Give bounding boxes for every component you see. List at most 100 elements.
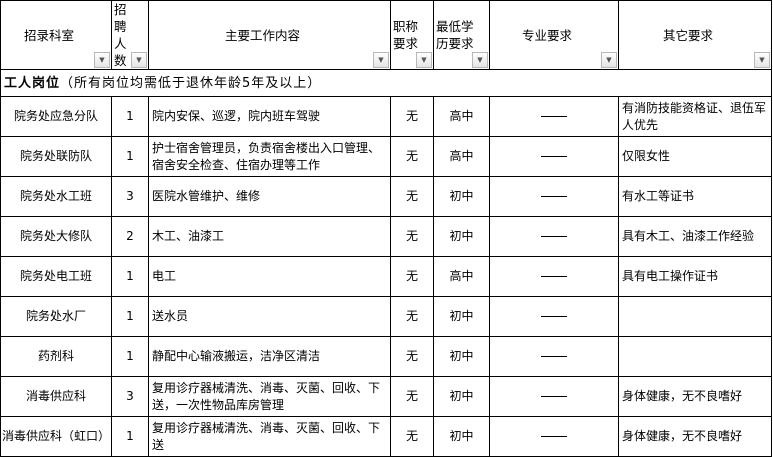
filter-dropdown-icon[interactable]: ▼ [754,52,770,68]
cell-dept: 药剂科 [0,336,112,377]
filter-dropdown-icon[interactable]: ▼ [94,52,110,68]
dash-mark [541,396,567,397]
dash-mark [541,436,567,437]
cell-count: 1 [111,136,149,177]
cell-title: 无 [390,296,434,337]
cell-dept: 院务处联防队 [0,136,112,177]
cell-content: 医院水管维护、维修 [148,176,391,217]
header-other: 其它要求 ▼ [618,0,772,70]
cell-content: 静配中心输液搬运，洁净区清洁 [148,336,391,377]
cell-title: 无 [390,376,434,417]
table-row: 院务处水厂 1 送水员无初中 [0,296,772,337]
cell-count: 2 [111,216,149,257]
cell-major [489,216,619,257]
cell-edu: 初中 [433,376,490,417]
cell-major [489,176,619,217]
cell-edu: 初中 [433,296,490,337]
filter-dropdown-icon[interactable]: ▼ [472,52,488,68]
cell-other: 身体健康，无不良嗜好 [618,416,772,457]
dash-mark [541,316,567,317]
cell-title: 无 [390,96,434,137]
filter-dropdown-icon[interactable]: ▼ [373,52,389,68]
table-row: 消毒供应科（虹口） 1 复用诊疗器械清洗、消毒、灭菌、回收、下送无初中 身体健康，无不… [0,416,772,457]
filter-dropdown-icon[interactable]: ▼ [601,52,617,68]
cell-content: 木工、油漆工 [148,216,391,257]
cell-edu: 高中 [433,256,490,297]
cell-content: 送水员 [148,296,391,337]
cell-edu: 初中 [433,176,490,217]
cell-title: 无 [390,256,434,297]
header-label: 其它要求 [662,27,713,43]
dash-mark [541,116,567,117]
cell-major [489,416,619,457]
cell-other: 有水工等证书 [618,176,772,217]
table-row: 院务处应急分队 1 院内安保、巡逻，院内班车驾驶无高中 有消防技能资格证、退伍军人优先 [0,96,772,137]
cell-count: 3 [111,376,149,417]
cell-other: 有消防技能资格证、退伍军人优先 [618,96,772,137]
cell-dept: 院务处应急分队 [0,96,112,137]
cell-count: 1 [111,96,149,137]
cell-edu: 初中 [433,336,490,377]
cell-content: 电工 [148,256,391,297]
cell-count: 1 [111,256,149,297]
cell-edu: 初中 [433,216,490,257]
header-label: 职称要求 [393,19,419,51]
header-label: 最低学历要求 [436,19,474,51]
cell-major [489,376,619,417]
header-edu: 最低学历要求 ▼ [433,0,490,70]
cell-edu: 高中 [433,136,490,177]
cell-major [489,96,619,137]
cell-dept: 消毒供应科（虹口） [0,416,112,457]
cell-count: 1 [111,416,149,457]
section-row: 工人岗位（所有岗位均需低于退休年龄5年及以上） [0,69,772,97]
dash-mark [541,276,567,277]
header-major: 专业要求 ▼ [489,0,619,70]
filter-dropdown-icon[interactable]: ▼ [416,52,432,68]
dash-mark [541,196,567,197]
cell-count: 3 [111,176,149,217]
cell-dept: 消毒供应科 [0,376,112,417]
cell-major [489,256,619,297]
cell-title: 无 [390,216,434,257]
cell-title: 无 [390,336,434,377]
header-label: 招聘人数 [114,2,127,68]
cell-dept: 院务处水工班 [0,176,112,217]
cell-other: 具有电工操作证书 [618,256,772,297]
cell-major [489,136,619,177]
table-row: 院务处大修队 2 木工、油漆工无初中 具有木工、油漆工作经验 [0,216,772,257]
cell-edu: 高中 [433,96,490,137]
cell-other: 仅限女性 [618,136,772,177]
header-content: 主要工作内容 ▼ [148,0,391,70]
cell-edu: 初中 [433,416,490,457]
filter-dropdown-icon[interactable]: ▼ [131,52,147,68]
cell-major [489,296,619,337]
cell-major [489,336,619,377]
header-dept: 招录科室 ▼ [0,0,112,70]
table-row: 院务处联防队 1 护士宿舍管理员，负责宿舍楼出入口管理、宿舍安全检查、住宿办理等工作… [0,136,772,177]
cell-other [618,296,772,337]
cell-other: 身体健康，无不良嗜好 [618,376,772,417]
table-row: 院务处电工班 1 电工无高中 具有电工操作证书 [0,256,772,297]
header-count: 招聘人数 ▼ [111,0,149,70]
table-row: 药剂科 1 静配中心输液搬运，洁净区清洁无初中 [0,336,772,377]
dash-mark [541,236,567,237]
dash-mark [541,356,567,357]
header-label: 主要工作内容 [224,27,300,43]
cell-count: 1 [111,336,149,377]
section-note: （所有岗位均需低于退休年龄5年及以上） [60,75,322,91]
cell-content: 复用诊疗器械清洗、消毒、灭菌、回收、下送，一次性物品库房管理 [148,376,391,417]
cell-content: 院内安保、巡逻，院内班车驾驶 [148,96,391,137]
table-row: 消毒供应科 3 复用诊疗器械清洗、消毒、灭菌、回收、下送，一次性物品库房管理无初中 身… [0,376,772,417]
cell-dept: 院务处水厂 [0,296,112,337]
header-label: 专业要求 [521,27,572,43]
cell-count: 1 [111,296,149,337]
dash-mark [541,156,567,157]
cell-content: 护士宿舍管理员，负责宿舍楼出入口管理、宿舍安全检查、住宿办理等工作 [148,136,391,177]
cell-other: 具有木工、油漆工作经验 [618,216,772,257]
cell-dept: 院务处电工班 [0,256,112,297]
cell-dept: 院务处大修队 [0,216,112,257]
cell-title: 无 [390,416,434,457]
cell-title: 无 [390,136,434,177]
cell-content: 复用诊疗器械清洗、消毒、灭菌、回收、下送 [148,416,391,457]
